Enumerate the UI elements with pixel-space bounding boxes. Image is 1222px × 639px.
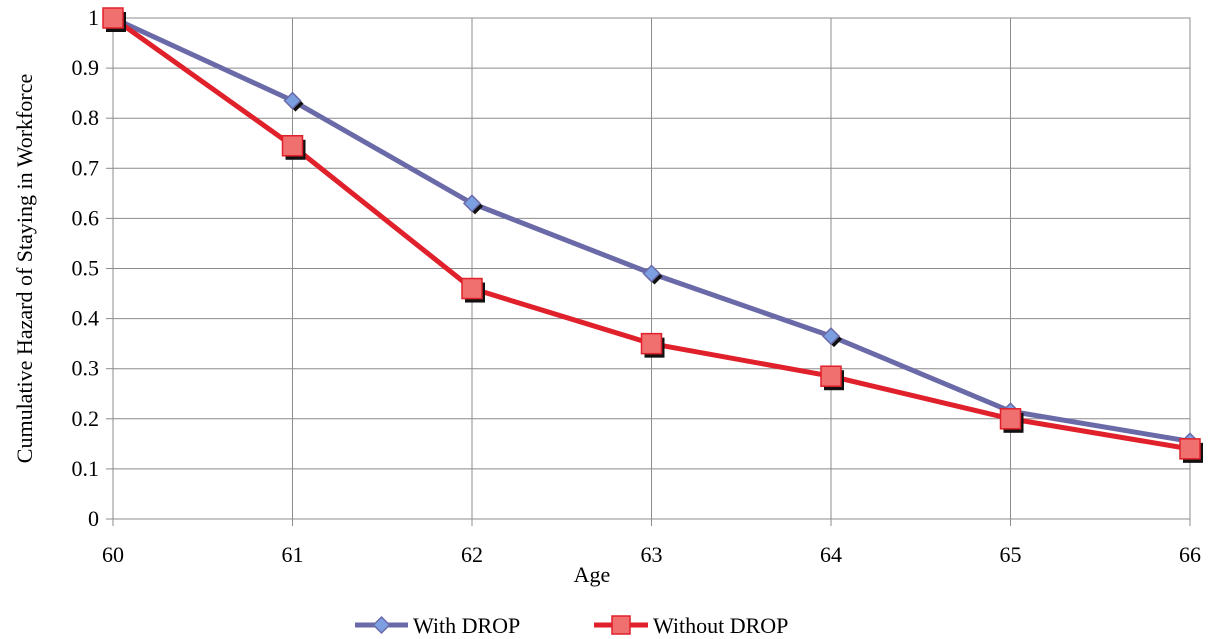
data-point-1-0 — [102, 7, 124, 29]
x-axis-ticks: 60 61 62 63 64 65 66 — [102, 519, 1201, 567]
legend-item-without-drop: Without DROP — [594, 613, 788, 638]
data-point-1-2 — [461, 277, 483, 300]
data-point-0-2 — [462, 194, 482, 213]
y-tick-label: 0.4 — [72, 306, 100, 331]
data-point-0-4 — [821, 327, 841, 346]
x-tick-label: 62 — [461, 542, 483, 567]
data-point-1-6 — [1179, 438, 1201, 460]
y-tick-label: 0.1 — [72, 456, 100, 481]
x-tick-label: 63 — [641, 542, 663, 567]
legend-item-with-drop: With DROP — [355, 613, 520, 638]
legend-key-without-drop — [594, 615, 648, 635]
series-0 — [103, 8, 1201, 453]
x-tick-label: 65 — [1000, 542, 1022, 567]
y-tick-label: 0.6 — [72, 205, 100, 230]
x-tick-label: 60 — [102, 542, 124, 567]
y-tick-label: 0.8 — [72, 105, 100, 130]
legend-swatch-marker — [372, 615, 391, 635]
y-tick-label: 0.5 — [72, 256, 100, 281]
y-tick-label: 0.3 — [72, 356, 100, 381]
x-tick-label: 64 — [820, 542, 842, 567]
data-point-1-3 — [640, 332, 663, 355]
legend: With DROP Without DROP — [355, 613, 788, 638]
x-tick-label: 66 — [1179, 542, 1201, 567]
data-point-0-3 — [642, 264, 661, 283]
series-1 — [102, 7, 1203, 463]
series-layer — [102, 7, 1203, 463]
x-axis-label: Age — [574, 562, 611, 587]
y-tick-label: 0.2 — [72, 406, 100, 431]
x-tick-label: 61 — [282, 542, 304, 567]
data-point-1-1 — [281, 135, 304, 157]
legend-label-with-drop: With DROP — [413, 613, 520, 638]
y-axis-ticks: 0 0.1 0.2 0.3 0.4 0.5 0.6 0.7 0.8 0.9 1 — [72, 5, 113, 531]
y-tick-label: 0.7 — [72, 155, 100, 180]
data-point-1-5 — [999, 408, 1022, 430]
y-tick-label: 0.9 — [72, 55, 100, 80]
data-point-0-1 — [283, 91, 302, 110]
legend-label-without-drop: Without DROP — [653, 613, 788, 638]
y-tick-label: 0 — [88, 506, 99, 531]
legend-swatch-marker — [611, 615, 631, 635]
y-tick-label: 1 — [88, 5, 99, 30]
legend-key-with-drop — [355, 615, 408, 635]
data-point-1-4 — [820, 365, 842, 387]
y-axis-label: Cumulative Hazard of Staying in Workforc… — [12, 74, 37, 463]
